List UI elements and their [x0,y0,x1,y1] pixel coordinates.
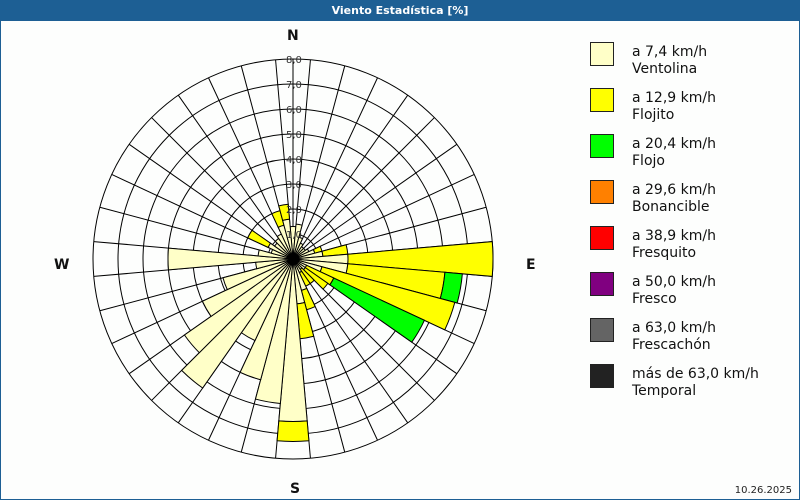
petal-segment [183,258,294,354]
compass-east: E [526,257,536,273]
radial-tick-label: 2,0 [286,205,302,216]
petal-segment [276,420,310,443]
compass-south: S [290,481,301,497]
compass-west: W [54,257,70,273]
petal-segment [239,258,294,381]
radial-tick-label: 5,0 [286,130,302,141]
petal-segment [329,277,426,343]
petal-segment [319,266,456,331]
legend-name: Ventolina [632,61,698,77]
legend-swatch [590,364,614,388]
legend-item-fresco: a 50,0 km/h Fresco [588,272,798,318]
radial-tick-label: 1,0 [286,230,302,241]
legend-name: Fresquito [632,245,697,261]
legend-item-temporal: más de 63,0 km/h Temporal [588,364,798,410]
legend-name: Flojo [632,153,665,169]
legend-range: a 29,6 km/h [632,182,716,198]
radial-tick-label: 4,0 [286,155,302,166]
legend-item-ventolina: a 7,4 km/h Ventolina [588,42,798,88]
date-label: 10.26.2025 [734,485,792,496]
radial-tick-label: 8,0 [286,55,302,66]
petal-segment [201,258,294,318]
legend-range: a 50,0 km/h [632,274,716,290]
legend-swatch [590,226,614,250]
petal-segment [347,241,494,277]
legend-range: más de 63,0 km/h [632,366,759,382]
radial-tick-label: 7,0 [286,80,302,91]
legend-item-fresquito: a 38,9 km/h Fresquito [588,226,798,272]
legend-swatch [590,180,614,204]
legend-swatch [590,272,614,296]
legend-name: Fresco [632,291,677,307]
petal-segment [180,258,294,389]
legend-range: a 7,4 km/h [632,44,708,60]
legend-item-flojo: a 20,4 km/h Flojo [588,134,798,180]
legend: a 7,4 km/h Ventolina a 12,9 km/h Flojito a… [588,42,798,410]
petal-segment [439,271,463,304]
legend-name: Frescachón [632,337,711,353]
petal-segment [302,266,329,290]
legend-item-flojito: a 12,9 km/h Flojito [588,88,798,134]
legend-range: a 12,9 km/h [632,90,716,106]
legend-name: Bonancible [632,199,710,215]
petal-segment [222,258,294,291]
legend-item-bonancible: a 29,6 km/h Bonancible [588,180,798,226]
legend-name: Flojito [632,107,675,123]
compass-north: N [287,28,299,44]
legend-swatch [590,318,614,342]
legend-swatch [590,42,614,66]
legend-swatch [590,134,614,158]
radial-tick-label: 6,0 [286,105,302,116]
petal-segment [278,203,291,221]
window-title: Viento Estadística [%] [0,0,800,21]
legend-range: a 20,4 km/h [632,136,716,152]
radial-tick-label: 3,0 [286,180,302,191]
petal-segment [167,247,294,271]
legend-name: Temporal [632,383,697,399]
legend-range: a 63,0 km/h [632,320,716,336]
legend-item-frescachon: a 63,0 km/h Frescachón [588,318,798,364]
petal-segment [247,229,272,249]
legend-range: a 38,9 km/h [632,228,716,244]
legend-swatch [590,88,614,112]
